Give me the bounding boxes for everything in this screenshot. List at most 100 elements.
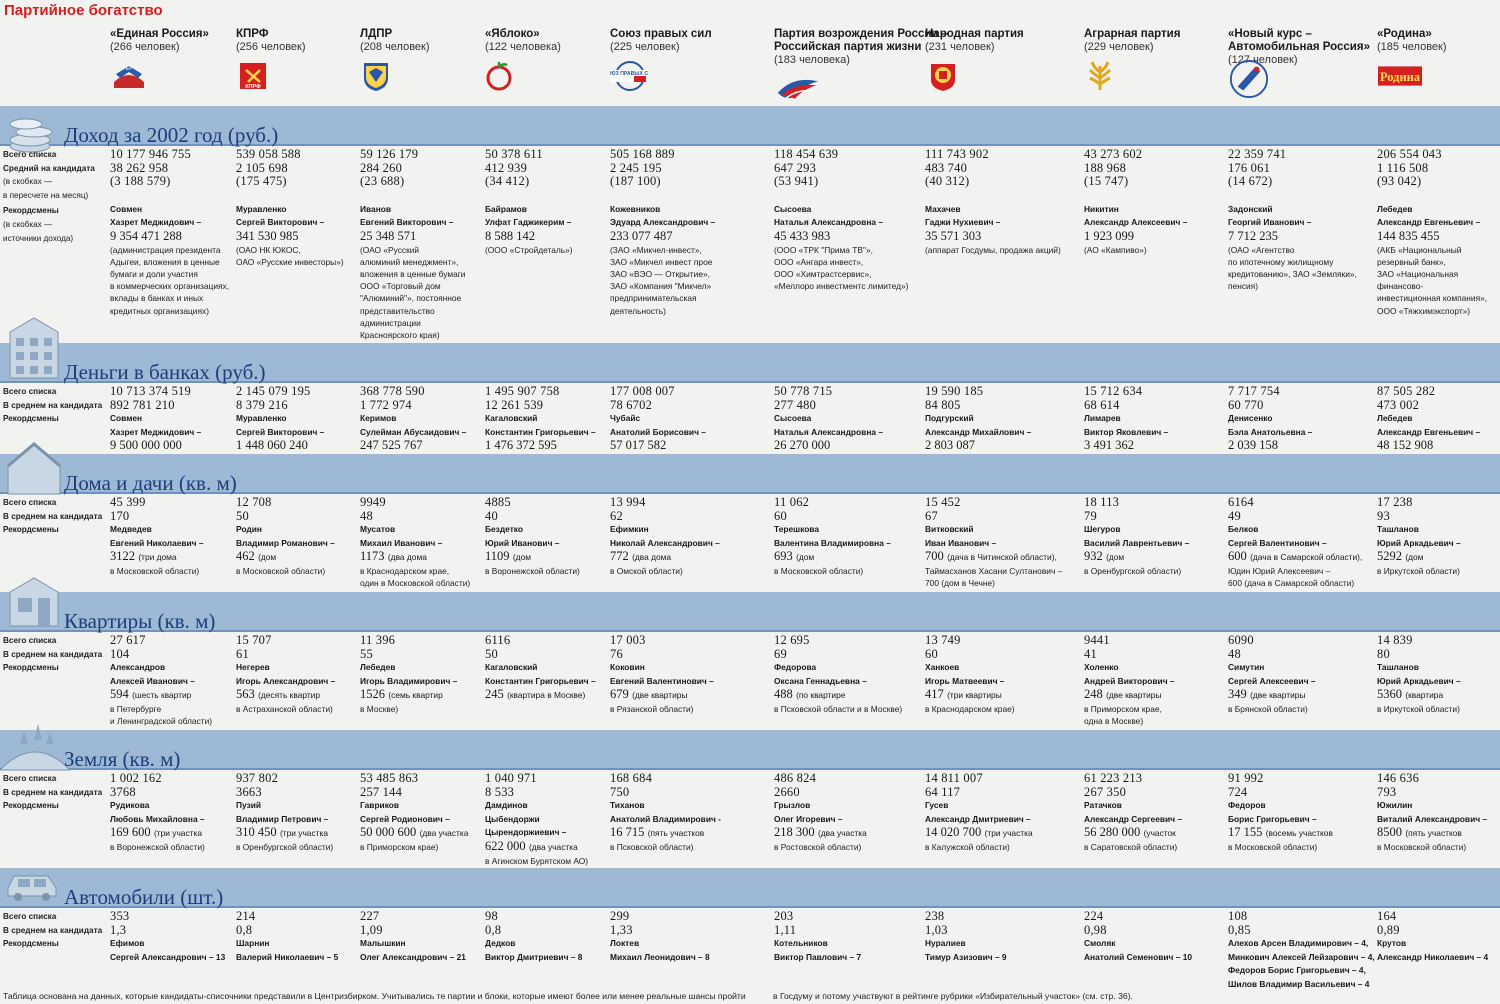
record-value: 45 433 983: [774, 228, 831, 243]
record-value: 25 348 571: [360, 228, 417, 243]
label-records-note: (в скобках —: [3, 219, 53, 229]
cell-spacer: [925, 189, 1082, 203]
value-average: 483 740: [925, 160, 968, 175]
record-holder-surname: Пузий: [236, 800, 262, 811]
value-total: 168 684: [610, 771, 653, 785]
record-holder-name: Сулейман Абусаидович –: [360, 426, 467, 437]
value-total: 9441: [1084, 633, 1110, 647]
record-holder-surname: Иванов: [360, 203, 392, 214]
label-records: Рекордсмены: [3, 663, 59, 673]
value-monthly: (53 941): [774, 174, 819, 189]
section-band-cars: [0, 868, 1500, 906]
value-total: 10 713 374 519: [110, 384, 191, 398]
record-note: (АО «Кампиво»): [1084, 244, 1147, 255]
record-value: 1 476 372 595: [485, 438, 557, 453]
record-note: в Краснодарском крае, один в Московской …: [360, 565, 471, 589]
party-data-cell: 10 177 946 755 38 262 958 (3 188 579) Совме…: [110, 147, 234, 317]
record-note: в Рязанской области): [610, 703, 694, 714]
record-value-line: 5360 (квартира: [1377, 688, 1500, 703]
record-value-line: 594 (шесть квартир: [110, 688, 234, 703]
party-data-cell: 45 399 170 Медведев Евгений Николаевич –312…: [110, 495, 234, 577]
value-total: 9949: [360, 495, 386, 509]
record-value-line: 1173 (два дома: [360, 550, 482, 565]
record-holder-name: Юрий Иванович –: [485, 537, 560, 548]
record-note: в Иркутской области): [1377, 703, 1460, 714]
record-holder-name: Олег Игоревич –: [774, 813, 843, 824]
party-column-header: «Новый курс – Автомобильная Россия» (127 …: [1228, 28, 1370, 106]
record-extra: (два дома: [387, 552, 427, 563]
value-average: 724: [1228, 784, 1248, 799]
party-name: Аграрная партия: [1084, 28, 1181, 40]
value-total: 227: [360, 909, 380, 923]
party-data-cell: 19 590 185 84 805 Подгурский Александр Миха…: [925, 384, 1082, 453]
party-logo: [1084, 54, 1180, 97]
party-data-cell: 299 1,33 Локтев Михаил Леонидович – 8: [610, 909, 772, 964]
value-average: 176 061: [1228, 160, 1271, 175]
record-note: в Псковской области): [610, 841, 694, 852]
bank-building-icon: [4, 312, 64, 387]
record-value: 9 354 471 288: [110, 228, 182, 243]
record-value: 349: [1228, 687, 1247, 702]
cell-spacer: [610, 189, 772, 203]
value-total: 505 168 889: [610, 147, 675, 161]
record-holder-name: Сергей Викторович –: [236, 217, 325, 228]
record-value-line: 563 (десять квартир: [236, 688, 358, 703]
section-title-land: Земля (кв. м): [64, 747, 181, 771]
row-labels: Всего списка В среднем на кандидата Рекорд…: [3, 772, 102, 813]
value-total: 15 712 634: [1084, 384, 1143, 398]
value-total: 937 802: [236, 771, 279, 785]
value-total: 27 617: [110, 633, 146, 647]
cell-spacer: [1377, 189, 1500, 203]
record-value: 16 715: [610, 825, 645, 840]
party-data-cell: 18 113 79 Шегуров Василий Лаврентьевич –932…: [1084, 495, 1226, 577]
party-data-cell: 14 839 80 Ташланов Юрий Аркадьевич –5360 (к…: [1377, 633, 1500, 715]
record-value: 56 280 000: [1084, 825, 1141, 840]
record-holder-surname: Сысоева: [774, 203, 812, 214]
record-holder-name: Константин Григорьевич –: [485, 675, 596, 686]
record-note: в Приморском крае, одна в Москве): [1084, 703, 1162, 727]
party-data-cell: 164 0,89 Крутов Александр Николаевич – 4: [1377, 909, 1500, 964]
party-logo: ЕР: [110, 54, 209, 97]
section-divider: [0, 630, 1500, 632]
value-total: 15 707: [236, 633, 272, 647]
party-data-cell: 15 452 67 Витковский Иван Иванович –700 (да…: [925, 495, 1082, 589]
value-average: 3663: [236, 784, 262, 799]
party-data-cell: 486 824 2660 Грызлов Олег Игоревич –218 300…: [774, 771, 924, 853]
party-data-cell: 13 749 60 Ханкоев Игорь Матвеевич –417 (три…: [925, 633, 1082, 715]
record-value: 3122: [110, 549, 135, 564]
record-value: 14 020 700: [925, 825, 982, 840]
value-average: 48: [1228, 646, 1241, 661]
record-extra: (три участка: [984, 828, 1033, 839]
record-holder-name: Минкович Алексей Лейзарович – 4, Федоров…: [1228, 951, 1375, 989]
record-holder-surname: Локтев: [610, 938, 640, 949]
value-average: 60 770: [1228, 397, 1264, 412]
value-average: 3768: [110, 784, 136, 799]
value-average: 257 144: [360, 784, 403, 799]
party-data-cell: 11 062 60 Терешкова Валентина Владимировна …: [774, 495, 924, 577]
party-data-cell: 2 145 079 195 8 379 216 Муравленко Сергей В…: [236, 384, 358, 453]
record-holder-name: Михаил Иванович –: [360, 537, 443, 548]
record-holder-surname: Котельников: [774, 938, 828, 949]
record-extra: (три дома: [138, 552, 177, 563]
record-value-line: 600 (дача в Самарской области),: [1228, 550, 1375, 565]
record-value: 169 600: [110, 825, 151, 840]
value-monthly: (187 100): [610, 174, 661, 189]
value-average: 750: [610, 784, 630, 799]
record-value-line: 310 450 (три участка: [236, 826, 358, 841]
record-holder-surname: Махачев: [925, 203, 961, 214]
party-data-cell: 50 378 611 412 939 (34 412) Байрамов Улфат Г…: [485, 147, 608, 256]
party-data-cell: 368 778 590 1 772 974 Керимов Сулейман Абус…: [360, 384, 482, 453]
record-holder-name: Анатолий Борисович –: [610, 426, 706, 437]
record-holder-surname: Симутин: [1228, 662, 1265, 673]
value-average: 8 379 216: [236, 397, 288, 412]
record-holder-name: Александр Дмитриевич –: [925, 813, 1031, 824]
party-member-count: (122 человека): [485, 41, 561, 53]
record-value-line: 14 020 700 (три участка: [925, 826, 1082, 841]
party-data-cell: 9441 41 Холенко Андрей Викторович –248 (две…: [1084, 633, 1226, 727]
value-average: 2660: [774, 784, 800, 799]
party-column-header: Народная партия (231 человек): [925, 28, 1024, 97]
party-column-header: «Яблоко» (122 человека): [485, 28, 561, 97]
value-total: 53 485 863: [360, 771, 419, 785]
record-extra: (квартира в Москве): [507, 690, 586, 701]
value-total: 108: [1228, 909, 1248, 923]
